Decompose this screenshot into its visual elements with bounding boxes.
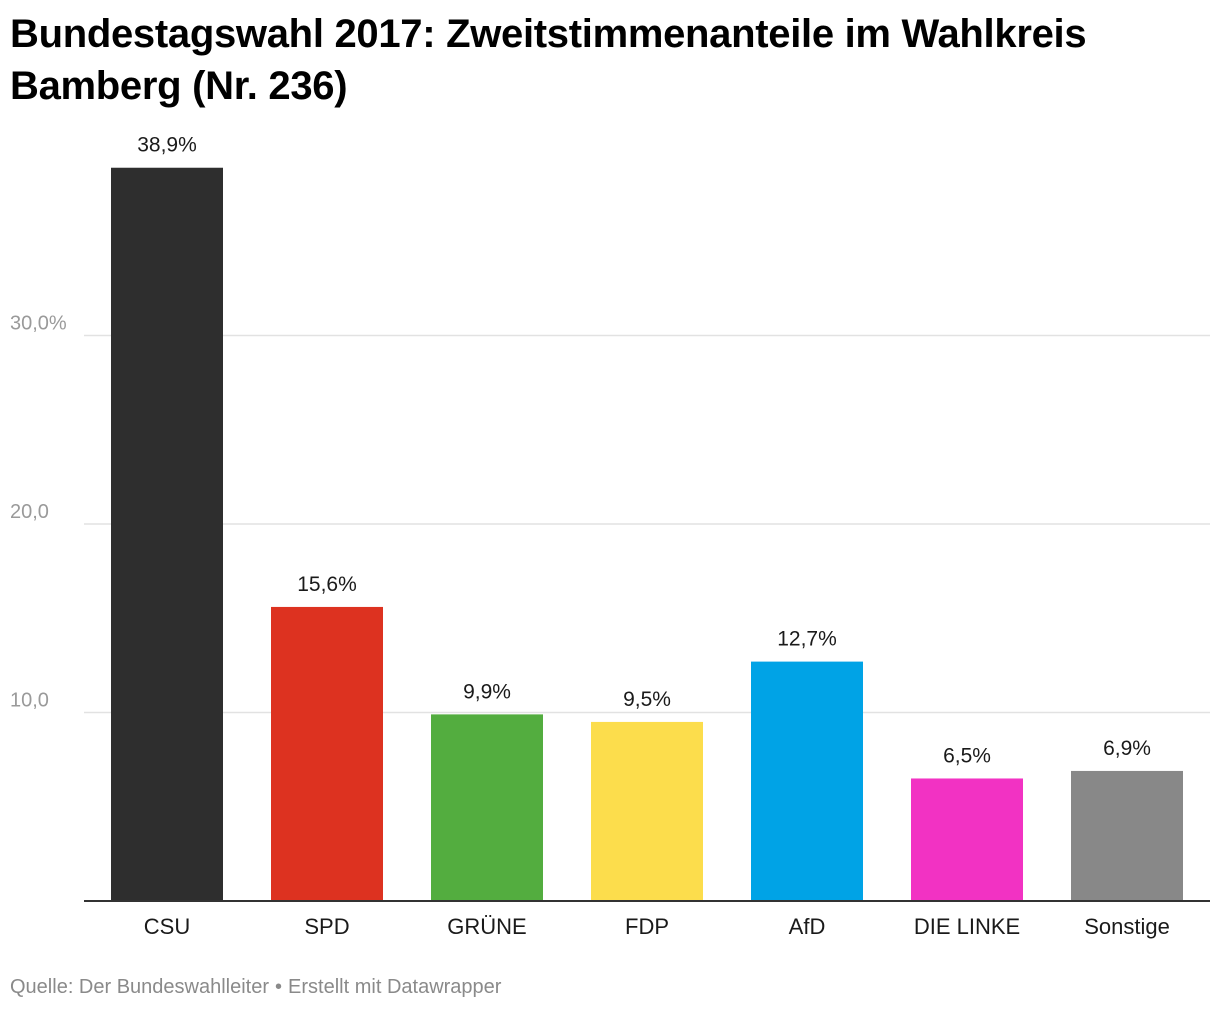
footer-source: Quelle: Der Bundeswahlleiter [10, 976, 270, 998]
x-tick-label: AfD [789, 914, 826, 939]
y-tick-label: 10,0 [10, 690, 49, 712]
footer-separator: • [275, 976, 283, 998]
bar-die-linke [911, 778, 1023, 901]
bar-value-label: 9,5% [623, 688, 671, 711]
x-tick-label: Sonstige [1084, 914, 1170, 939]
x-tick-label: FDP [625, 914, 669, 939]
bar-sonstige [1071, 770, 1183, 901]
x-tick-label: GRÜNE [447, 914, 526, 939]
bar-csu [111, 167, 223, 902]
bar-afd [751, 661, 863, 901]
y-tick-label: 30,0% [10, 313, 67, 335]
bar-value-labels: 38,9% 15,6% 9,9% 9,5% 12,7% 6,5% 6,9% [137, 134, 1151, 768]
x-tick-label: SPD [304, 914, 349, 939]
bar-value-label: 9,9% [463, 680, 511, 703]
gridlines [84, 334, 1210, 714]
bars [111, 167, 1183, 902]
bar-gr-ne [431, 714, 543, 901]
bar-value-label: 12,7% [777, 628, 837, 651]
bar-value-label: 38,9% [137, 134, 197, 157]
x-tick-label: DIE LINKE [914, 914, 1020, 939]
bar-value-label: 15,6% [297, 573, 357, 596]
bar-value-label: 6,5% [943, 744, 991, 767]
bar-fdp [591, 721, 703, 901]
x-axis-category-labels: CSU SPD GRÜNE FDP AfD DIE LINKE Sonstige [144, 914, 1170, 939]
x-tick-label: CSU [144, 914, 190, 939]
chart-footer: Quelle: Der Bundeswahlleiter • Erstellt mi… [10, 976, 501, 999]
footer-credit: Erstellt mit Datawrapper [288, 976, 502, 998]
chart-title: Bundestagswahl 2017: Zweitstimmenanteile… [10, 12, 1087, 108]
y-tick-label: 20,0 [10, 501, 49, 523]
y-axis-tick-labels: 10,0 20,0 30,0% [10, 313, 67, 712]
bar-value-label: 6,9% [1103, 737, 1151, 760]
bar-spd [271, 606, 383, 901]
